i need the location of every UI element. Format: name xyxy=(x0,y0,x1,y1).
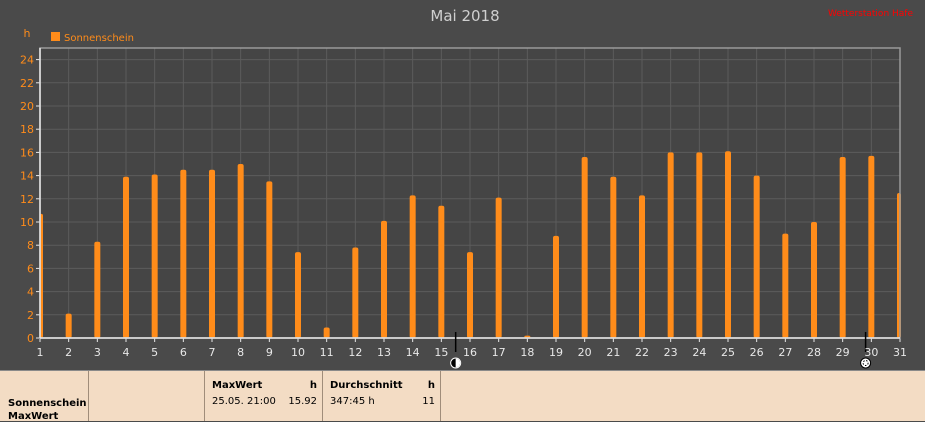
x-tick-label-2: 2 xyxy=(65,346,72,359)
bar-8 xyxy=(237,164,244,338)
stat-label-cell: Sonnenschein MaxWert xyxy=(0,371,89,422)
bar-16 xyxy=(467,252,473,338)
bar-13 xyxy=(381,220,387,338)
y-tick-label-12: 12 xyxy=(20,193,34,206)
x-tick-label-30: 30 xyxy=(864,346,878,359)
y-tick-label-22: 22 xyxy=(20,77,34,90)
legend: Sonnenschein xyxy=(51,32,134,44)
bar-27 xyxy=(782,233,789,338)
bar-28 xyxy=(811,222,817,338)
max-value: 15.92 xyxy=(288,396,317,407)
y-tick-label-6: 6 xyxy=(27,262,34,275)
y-tick-label-2: 2 xyxy=(27,309,34,322)
axes xyxy=(36,47,901,369)
bar-14 xyxy=(409,195,416,338)
stat-label-line1: Sonnenschein xyxy=(8,398,87,409)
chart-title: Mai 2018 xyxy=(430,7,499,25)
x-tick-label-10: 10 xyxy=(291,346,305,359)
y-tick-label-18: 18 xyxy=(20,123,34,136)
x-tick-label-23: 23 xyxy=(664,346,678,359)
x-tick-label-13: 13 xyxy=(377,346,391,359)
y-tick-label-24: 24 xyxy=(20,54,34,67)
x-tick-label-24: 24 xyxy=(692,346,706,359)
x-tick-label-6: 6 xyxy=(180,346,187,359)
bar-12 xyxy=(352,247,359,338)
bar-2 xyxy=(65,313,72,338)
stat-max-cell: MaxWert h 25.05. 21:00 15.92 xyxy=(205,371,323,421)
x-tick-label-19: 19 xyxy=(549,346,563,359)
stat-avg-cell: Durchschnitt h 347:45 h 11 xyxy=(323,371,441,421)
max-unit: h xyxy=(309,380,317,391)
y-tick-label-20: 20 xyxy=(20,100,34,113)
x-tick-label-12: 12 xyxy=(348,346,362,359)
x-tick-label-29: 29 xyxy=(836,346,850,359)
x-tick-label-17: 17 xyxy=(492,346,506,359)
x-tick-label-14: 14 xyxy=(406,346,420,359)
statistics-panel: Sonnenschein MaxWert MaxWert h 25.05. 21… xyxy=(0,370,925,422)
bar-4 xyxy=(123,176,129,338)
x-tick-label-5: 5 xyxy=(151,346,158,359)
x-tick-label-11: 11 xyxy=(320,346,334,359)
bar-25 xyxy=(725,151,731,338)
x-tick-label-15: 15 xyxy=(434,346,448,359)
x-tick-label-31: 31 xyxy=(893,346,907,359)
x-tick-label-1: 1 xyxy=(37,346,44,359)
bar-3 xyxy=(94,241,101,338)
avg-total: 347:45 h xyxy=(330,396,375,407)
bar-10 xyxy=(295,252,301,338)
bar-17 xyxy=(495,197,502,338)
x-tick-label-25: 25 xyxy=(721,346,735,359)
x-tick-label-18: 18 xyxy=(520,346,534,359)
x-tick-label-28: 28 xyxy=(807,346,821,359)
bar-19 xyxy=(553,235,559,338)
new-moon-icon xyxy=(860,357,872,369)
avg-value: 11 xyxy=(422,396,435,407)
y-tick-label-0: 0 xyxy=(27,332,34,345)
bar-20 xyxy=(581,157,588,338)
x-tick-label-16: 16 xyxy=(463,346,477,359)
x-tick-label-20: 20 xyxy=(578,346,592,359)
bar-9 xyxy=(266,181,273,338)
x-tick-label-3: 3 xyxy=(94,346,101,359)
x-tick-label-26: 26 xyxy=(750,346,764,359)
x-tick-label-9: 9 xyxy=(266,346,273,359)
bar-29 xyxy=(839,157,846,338)
max-header: MaxWert xyxy=(212,380,263,391)
bar-22 xyxy=(639,195,645,338)
bar-7 xyxy=(209,169,215,338)
x-tick-label-27: 27 xyxy=(778,346,792,359)
station-label: Wetterstation Hafe xyxy=(828,9,913,19)
bar-15 xyxy=(438,205,445,338)
avg-unit: h xyxy=(427,380,435,391)
x-tick-label-22: 22 xyxy=(635,346,649,359)
stat-label-line2: MaxWert xyxy=(8,411,59,422)
y-tick-label-16: 16 xyxy=(20,146,34,159)
legend-swatch xyxy=(51,32,60,41)
y-tick-label-4: 4 xyxy=(27,286,34,299)
legend-label: Sonnenschein xyxy=(64,33,134,44)
bar-11 xyxy=(323,327,330,338)
bar-21 xyxy=(610,176,617,338)
y-tick-label-8: 8 xyxy=(27,239,34,252)
bar-30 xyxy=(868,155,875,338)
bar-24 xyxy=(696,152,703,338)
bar-23 xyxy=(667,152,674,338)
avg-header: Durchschnitt xyxy=(330,380,403,391)
x-tick-label-4: 4 xyxy=(123,346,130,359)
bar-26 xyxy=(753,175,760,338)
y-axis-unit: h xyxy=(24,27,31,40)
bar-6 xyxy=(180,169,187,338)
x-tick-label-21: 21 xyxy=(606,346,620,359)
y-tick-label-10: 10 xyxy=(20,216,34,229)
bar-5 xyxy=(151,174,158,338)
x-tick-label-8: 8 xyxy=(237,346,244,359)
x-tick-label-7: 7 xyxy=(209,346,216,359)
full-moon-icon xyxy=(450,357,462,369)
stat-spacer-cell xyxy=(89,371,205,421)
y-tick-label-14: 14 xyxy=(20,170,34,183)
max-date: 25.05. 21:00 xyxy=(212,396,276,407)
